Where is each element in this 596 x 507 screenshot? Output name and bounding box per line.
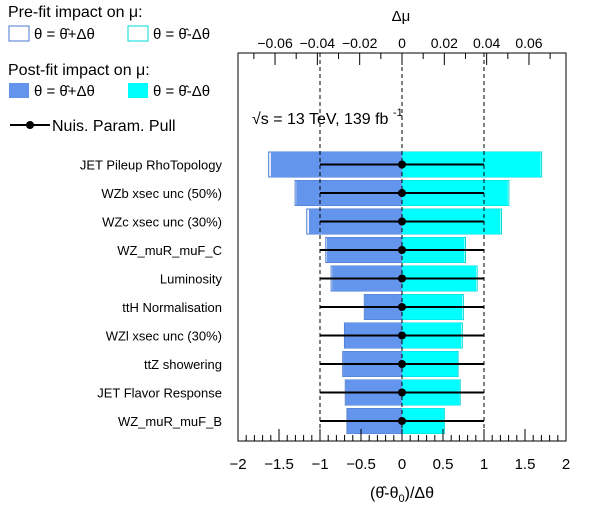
category-label: WZb xsec unc (50%): [101, 186, 222, 201]
x-axis-label: (θ̂-θ0)/Δθ: [370, 485, 434, 505]
x-tick-label: −2: [229, 456, 246, 473]
annotation: √s = 13 TeV, 139 fb -1: [252, 107, 403, 128]
category-label: WZc xsec unc (30%): [102, 215, 222, 230]
pull-marker: [398, 274, 406, 283]
top-tick-label: −0.02: [342, 35, 378, 51]
x-tick-label: 0: [398, 456, 406, 473]
x-tick-label: −1: [311, 456, 328, 473]
axes: −2 −1.5 −1 −0.5 0 0.5 1 1.5 2 −0.06 −0.04 −0.02 0 0.0…: [229, 35, 570, 473]
x-tick-label: −1.5: [264, 456, 294, 473]
x-tick-label: 0.5: [433, 456, 454, 473]
pull-marker: [398, 160, 406, 169]
legend-postfit-up-swatch: [9, 83, 29, 98]
category-label: ttZ showering: [144, 357, 222, 372]
x-axis-label-suffix: )/Δθ: [405, 485, 434, 502]
x-tick-label: 2: [562, 456, 570, 473]
top-tick-label: 0.06: [515, 35, 542, 51]
legend-postfit-title: Post-fit impact on μ:: [8, 62, 150, 79]
x-tick-label: 1.5: [515, 456, 536, 473]
pull-marker: [398, 360, 406, 368]
legend-postfit-down-swatch: [128, 83, 148, 98]
pull-marker: [398, 303, 406, 311]
legend-pull-marker: [26, 121, 34, 129]
top-tick-label: 0: [398, 35, 406, 51]
pull-marker: [398, 189, 406, 197]
legend: Pre-fit impact on μ: θ = θ̂+Δθ θ = θ̂-Δθ…: [8, 4, 210, 135]
top-axis-label: Δμ: [392, 8, 411, 25]
pull-marker: [398, 246, 406, 254]
legend-prefit-down-label: θ = θ̂-Δθ: [153, 26, 210, 43]
annotation-superscript: -1: [393, 107, 403, 119]
pull-marker: [398, 388, 406, 397]
top-tick-label: 0.04: [473, 35, 500, 51]
category-label: WZ_muR_muF_C: [117, 243, 222, 258]
x-tick-label: −0.5: [346, 456, 376, 473]
legend-prefit-title: Pre-fit impact on μ:: [8, 4, 143, 21]
category-label: WZ_muR_muF_B: [118, 414, 222, 429]
top-tick-label: −0.06: [257, 35, 293, 51]
legend-prefit-down-swatch: [127, 25, 149, 42]
category-label: ttH Normalisation: [122, 300, 222, 315]
pull-marker: [398, 417, 406, 425]
x-axis-label-prefix: (θ̂-θ: [370, 485, 399, 502]
legend-prefit-up-label: θ = θ̂+Δθ: [34, 26, 95, 43]
pull-marker: [398, 217, 406, 226]
plot-area: JET Pileup RhoTopology WZb xsec unc (50%)…: [80, 53, 543, 441]
legend-postfit-down-label: θ = θ̂-Δθ: [153, 83, 210, 100]
top-tick-label: −0.04: [300, 35, 336, 51]
pull-marker: [398, 331, 406, 340]
category-label: Luminosity: [160, 272, 223, 287]
top-tick-label: 0.02: [431, 35, 458, 51]
legend-prefit-up-swatch: [8, 25, 30, 42]
x-tick-label: 1: [480, 456, 488, 473]
category-label: JET Pileup RhoTopology: [80, 158, 223, 173]
category-label: WZl xsec unc (30%): [106, 329, 222, 344]
category-label: JET Flavor Response: [97, 386, 222, 401]
x-axis-label-sub: 0: [398, 493, 404, 505]
legend-pull-label: Nuis. Param. Pull: [52, 118, 176, 135]
legend-postfit-up-label: θ = θ̂+Δθ: [34, 83, 95, 100]
